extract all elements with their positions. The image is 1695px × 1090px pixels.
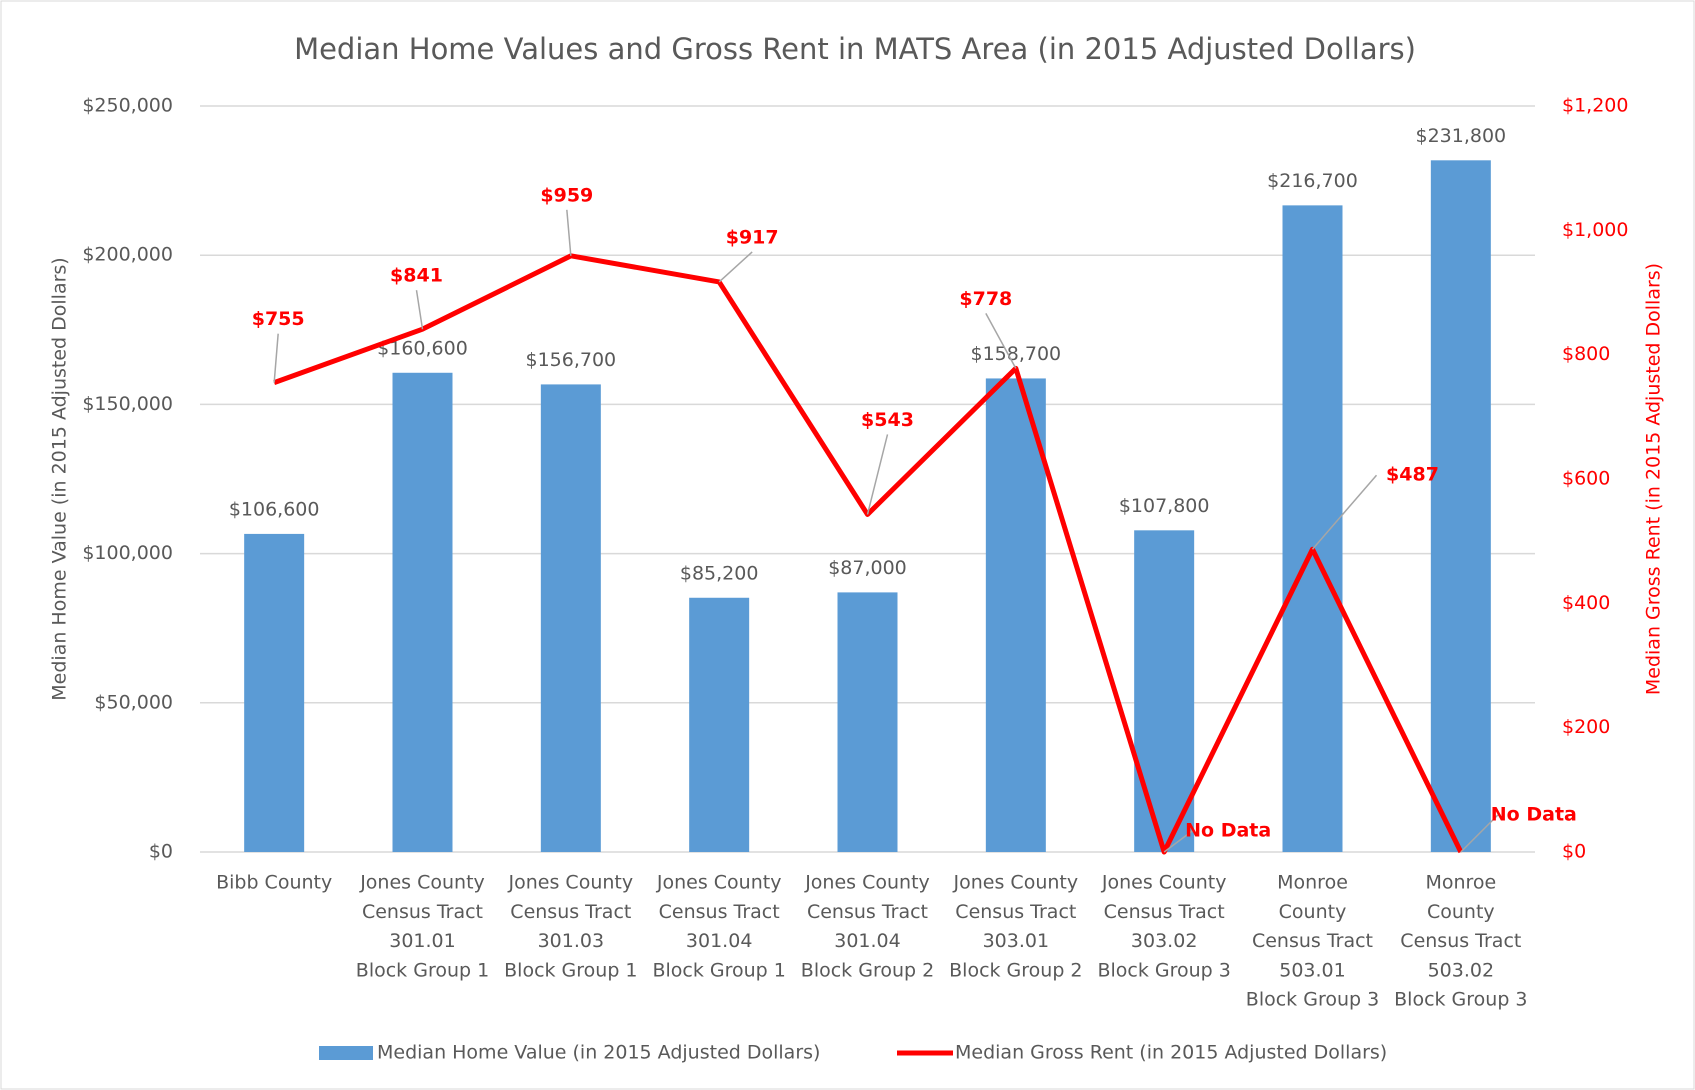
y2-tick-label: $0 bbox=[1562, 841, 1586, 863]
leader-line bbox=[273, 333, 279, 383]
y2-tick-label: $800 bbox=[1562, 343, 1610, 365]
y2-tick-label: $200 bbox=[1562, 716, 1610, 738]
x-tick-label: Block Group 3 bbox=[1097, 959, 1230, 981]
bar bbox=[1134, 530, 1195, 852]
leader-line bbox=[415, 290, 424, 330]
x-tick-label: 503.02 bbox=[1428, 959, 1494, 981]
bar-value-label: $160,600 bbox=[377, 337, 468, 359]
x-tick-label: Census Tract bbox=[955, 901, 1076, 923]
legend-label: Median Home Value (in 2015 Adjusted Doll… bbox=[377, 1042, 820, 1064]
x-tick-label: County bbox=[1279, 901, 1347, 923]
line-value-label: $841 bbox=[390, 265, 443, 287]
bar-value-label: $216,700 bbox=[1267, 170, 1358, 192]
bar bbox=[392, 372, 453, 852]
x-tick-label: Block Group 3 bbox=[1394, 989, 1527, 1011]
bar bbox=[689, 597, 750, 852]
x-tick-label: 301.01 bbox=[389, 930, 455, 952]
x-tick-label: Jones County bbox=[508, 872, 634, 894]
x-tick-label: Jones County bbox=[804, 872, 930, 894]
y-tick-label: $200,000 bbox=[82, 244, 173, 266]
legend-label: Median Gross Rent (in 2015 Adjusted Doll… bbox=[955, 1042, 1387, 1064]
line-value-label: $487 bbox=[1386, 464, 1439, 486]
x-tick-label: Block Group 1 bbox=[504, 959, 637, 981]
chart-title: Median Home Values and Gross Rent in MAT… bbox=[294, 32, 1416, 66]
bar bbox=[1282, 205, 1343, 853]
x-tick-label: Block Group 2 bbox=[801, 959, 934, 981]
leader-line bbox=[1163, 830, 1193, 853]
leader-line bbox=[985, 312, 1017, 369]
bar-value-label: $231,800 bbox=[1415, 125, 1506, 147]
y2-tick-label: $1,000 bbox=[1562, 219, 1628, 241]
x-tick-label: 301.04 bbox=[834, 930, 900, 952]
leader-line bbox=[718, 251, 753, 283]
x-tick-label: Jones County bbox=[953, 872, 1079, 894]
legend-swatch bbox=[319, 1046, 373, 1060]
leader-line bbox=[1311, 474, 1378, 550]
x-tick-label: Block Group 3 bbox=[1246, 989, 1379, 1011]
bar bbox=[837, 592, 898, 852]
x-tick-label: Block Group 2 bbox=[949, 959, 1082, 981]
bar bbox=[985, 378, 1046, 852]
x-tick-label: Monroe bbox=[1425, 872, 1496, 894]
y-tick-label: $250,000 bbox=[82, 95, 173, 117]
leader-line bbox=[566, 209, 572, 256]
bar-value-label: $85,200 bbox=[680, 562, 759, 584]
x-tick-label: Monroe bbox=[1277, 872, 1348, 894]
x-tick-label: Census Tract bbox=[362, 901, 483, 923]
x-tick-label: Census Tract bbox=[1252, 930, 1373, 952]
x-tick-label: 301.03 bbox=[538, 930, 604, 952]
leader-line bbox=[866, 434, 889, 515]
bar bbox=[1430, 160, 1491, 852]
bar-value-label: $158,700 bbox=[970, 343, 1061, 365]
x-tick-label: Jones County bbox=[656, 872, 782, 894]
y2-tick-label: $600 bbox=[1562, 468, 1610, 490]
bar-value-label: $87,000 bbox=[828, 557, 907, 579]
x-tick-label: 303.01 bbox=[983, 930, 1049, 952]
bar-value-label: $156,700 bbox=[525, 349, 616, 371]
bar-value-label: $107,800 bbox=[1119, 495, 1210, 517]
bar bbox=[244, 533, 305, 852]
y-tick-label: $50,000 bbox=[94, 691, 173, 713]
y-tick-label: $0 bbox=[149, 841, 173, 863]
x-tick-label: Jones County bbox=[1101, 872, 1227, 894]
line-value-label: No Data bbox=[1491, 804, 1577, 826]
x-tick-label: Census Tract bbox=[510, 901, 631, 923]
x-tick-label: Bibb County bbox=[216, 872, 332, 894]
line-value-label: $543 bbox=[861, 409, 914, 431]
y-tick-label: $100,000 bbox=[82, 542, 173, 564]
bar bbox=[540, 384, 601, 852]
line-value-label: $778 bbox=[959, 288, 1012, 310]
x-tick-label: Jones County bbox=[359, 872, 485, 894]
y-axis-label: Median Home Value (in 2015 Adjusted Doll… bbox=[49, 257, 71, 700]
line-value-label: $917 bbox=[726, 226, 779, 248]
line-value-label: $959 bbox=[540, 184, 593, 206]
x-tick-label: Census Tract bbox=[659, 901, 780, 923]
x-tick-label: Block Group 1 bbox=[356, 959, 489, 981]
x-tick-label: 303.02 bbox=[1131, 930, 1197, 952]
leader-line bbox=[1460, 814, 1499, 853]
y2-tick-label: $400 bbox=[1562, 592, 1610, 614]
x-tick-label: Census Tract bbox=[1400, 930, 1521, 952]
y2-axis-label: Median Gross Rent (in 2015 Adjusted Doll… bbox=[1643, 263, 1665, 695]
x-tick-label: County bbox=[1427, 901, 1495, 923]
x-tick-label: 503.01 bbox=[1279, 959, 1345, 981]
bar-value-label: $106,600 bbox=[229, 498, 320, 520]
y-tick-label: $150,000 bbox=[82, 393, 173, 415]
x-tick-label: Block Group 1 bbox=[652, 959, 785, 981]
y2-tick-label: $1,200 bbox=[1562, 95, 1628, 117]
line-value-label: No Data bbox=[1185, 820, 1271, 842]
x-tick-label: Census Tract bbox=[807, 901, 928, 923]
x-tick-label: Census Tract bbox=[1104, 901, 1225, 923]
line-value-label: $755 bbox=[252, 308, 305, 330]
x-tick-label: 301.04 bbox=[686, 930, 752, 952]
